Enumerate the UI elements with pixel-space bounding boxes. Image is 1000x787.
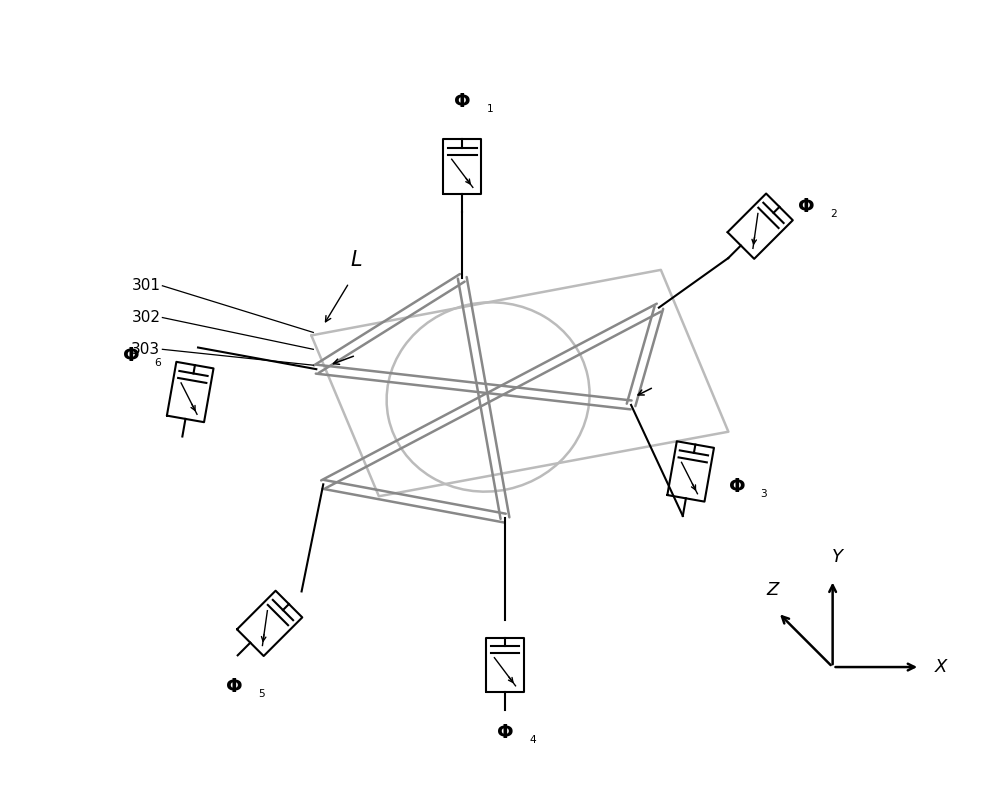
Text: $\mathbf{\Phi}$: $\mathbf{\Phi}$ — [496, 723, 514, 742]
Text: $_5$: $_5$ — [258, 685, 266, 700]
Text: 303: 303 — [131, 342, 160, 357]
Text: 301: 301 — [131, 279, 160, 294]
Text: $Y$: $Y$ — [831, 548, 845, 566]
Text: $_1$: $_1$ — [486, 99, 494, 115]
Text: $_3$: $_3$ — [760, 485, 768, 500]
Text: $\mathbf{\Phi}$: $\mathbf{\Phi}$ — [728, 477, 745, 496]
Text: $X$: $X$ — [934, 658, 949, 676]
Text: $_2$: $_2$ — [830, 205, 837, 220]
Text: $\mathbf{\Phi}$: $\mathbf{\Phi}$ — [453, 91, 471, 111]
Text: 302: 302 — [131, 310, 160, 325]
Text: $_4$: $_4$ — [529, 731, 537, 746]
Text: $\mathbf{\Phi}$: $\mathbf{\Phi}$ — [797, 197, 815, 216]
Text: $Z$: $Z$ — [766, 581, 781, 599]
Text: $\mathbf{\Phi}$: $\mathbf{\Phi}$ — [122, 345, 139, 364]
Text: $\mathbf{\Phi}$: $\mathbf{\Phi}$ — [225, 678, 243, 696]
Text: $L$: $L$ — [350, 250, 362, 270]
Text: $_6$: $_6$ — [154, 353, 163, 369]
